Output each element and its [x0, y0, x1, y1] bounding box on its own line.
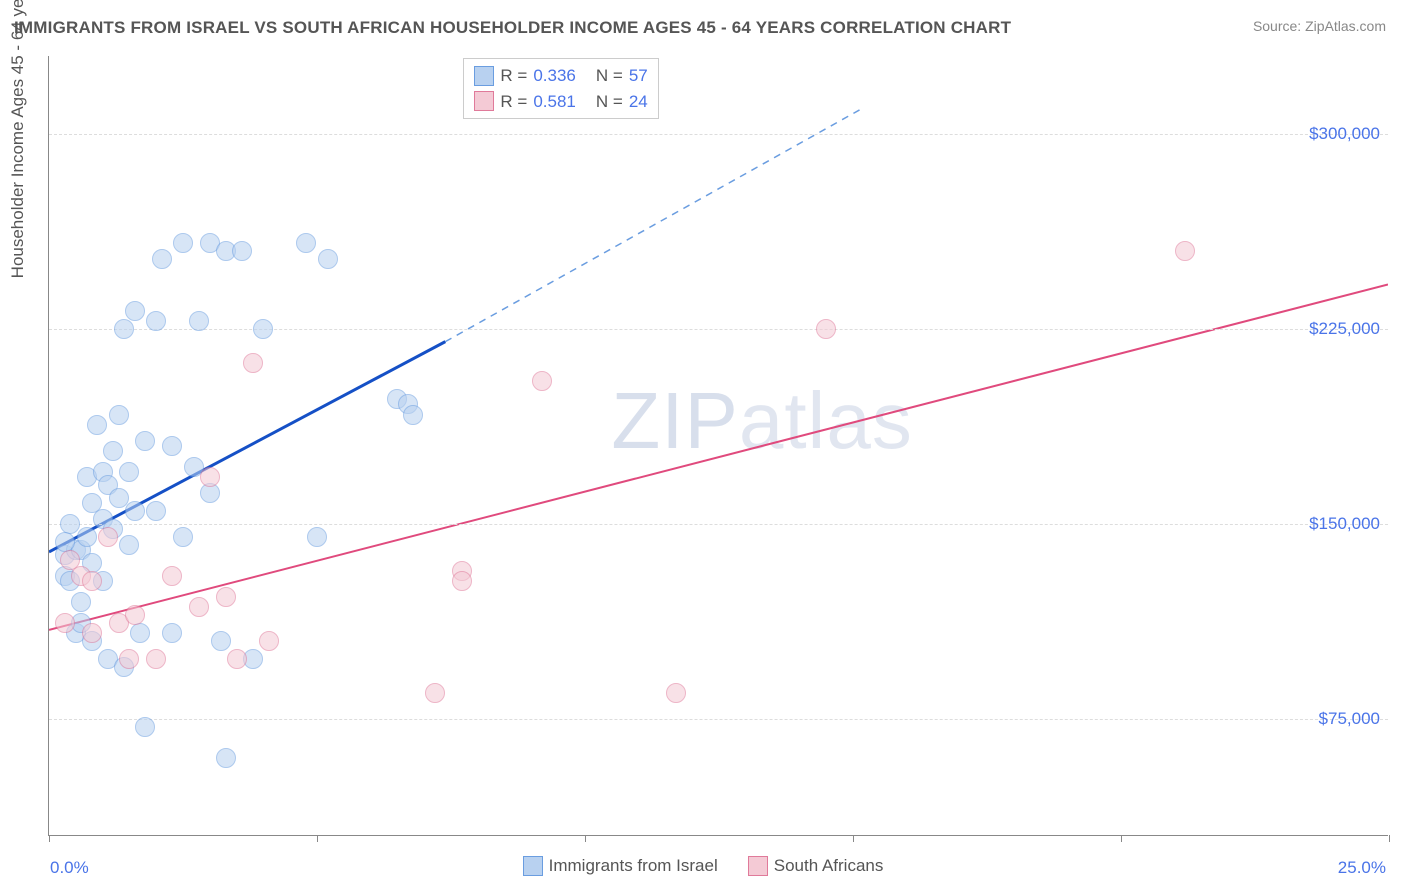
marker-series2: [532, 371, 552, 391]
r-value-2: 0.581: [533, 89, 576, 115]
r-label-2: R =: [500, 89, 527, 115]
n-label-1: N =: [596, 63, 623, 89]
marker-series2: [452, 571, 472, 591]
legend-item-series2: South Africans: [748, 856, 884, 876]
marker-series1: [135, 717, 155, 737]
marker-series1: [109, 405, 129, 425]
marker-series2: [82, 623, 102, 643]
marker-series1: [125, 301, 145, 321]
watermark-zip: ZIP: [611, 376, 738, 465]
x-tick: [853, 835, 854, 842]
marker-series2: [55, 613, 75, 633]
marker-series1: [87, 415, 107, 435]
marker-series1: [318, 249, 338, 269]
marker-series2: [200, 467, 220, 487]
marker-series2: [259, 631, 279, 651]
marker-series1: [103, 441, 123, 461]
bottom-legend: Immigrants from Israel South Africans: [0, 856, 1406, 876]
marker-series2: [227, 649, 247, 669]
legend-label-series2: South Africans: [774, 856, 884, 876]
source-value: ZipAtlas.com: [1305, 18, 1386, 34]
marker-series2: [125, 605, 145, 625]
legend-label-series1: Immigrants from Israel: [549, 856, 718, 876]
x-tick: [49, 835, 50, 842]
x-tick: [1389, 835, 1390, 842]
y-tick-label: $225,000: [1309, 319, 1380, 339]
gridline: [49, 134, 1388, 135]
legend-swatch-series1: [523, 856, 543, 876]
marker-series2: [82, 571, 102, 591]
corr-swatch-series1: [474, 66, 494, 86]
r-label-1: R =: [500, 63, 527, 89]
marker-series1: [162, 623, 182, 643]
y-axis-title: Householder Income Ages 45 - 64 years: [8, 0, 28, 278]
legend-item-series1: Immigrants from Israel: [523, 856, 718, 876]
watermark-atlas: atlas: [739, 376, 913, 465]
marker-series2: [146, 649, 166, 669]
plot-area: ZIPatlas $75,000 $150,000 $225,000 $300,000: [48, 56, 1388, 836]
marker-series1: [119, 535, 139, 555]
corr-swatch-series2: [474, 91, 494, 111]
marker-series1: [55, 532, 75, 552]
y-tick-label: $150,000: [1309, 514, 1380, 534]
marker-series2: [666, 683, 686, 703]
marker-series2: [119, 649, 139, 669]
r-value-1: 0.336: [533, 63, 576, 89]
correlation-legend: R = 0.336 N = 57 R = 0.581 N = 24: [463, 58, 658, 119]
marker-series2: [816, 319, 836, 339]
x-tick: [1121, 835, 1122, 842]
marker-series1: [152, 249, 172, 269]
marker-series1: [253, 319, 273, 339]
marker-series1: [296, 233, 316, 253]
x-tick: [317, 835, 318, 842]
marker-series2: [189, 597, 209, 617]
marker-series1: [162, 436, 182, 456]
marker-series1: [173, 527, 193, 547]
corr-row-series1: R = 0.336 N = 57: [474, 63, 647, 89]
n-label-2: N =: [596, 89, 623, 115]
marker-series1: [189, 311, 209, 331]
corr-row-series2: R = 0.581 N = 24: [474, 89, 647, 115]
marker-series1: [146, 311, 166, 331]
gridline: [49, 524, 1388, 525]
marker-series1: [77, 527, 97, 547]
y-tick-label: $75,000: [1319, 709, 1380, 729]
marker-series1: [403, 405, 423, 425]
marker-series1: [211, 631, 231, 651]
watermark: ZIPatlas: [611, 375, 912, 467]
marker-series1: [125, 501, 145, 521]
marker-series2: [243, 353, 263, 373]
marker-series2: [162, 566, 182, 586]
marker-series1: [119, 462, 139, 482]
legend-swatch-series2: [748, 856, 768, 876]
chart-title: IMMIGRANTS FROM ISRAEL VS SOUTH AFRICAN …: [14, 18, 1011, 38]
marker-series1: [135, 431, 155, 451]
marker-series2: [425, 683, 445, 703]
x-tick: [585, 835, 586, 842]
marker-series1: [71, 592, 91, 612]
marker-series1: [173, 233, 193, 253]
marker-series1: [146, 501, 166, 521]
marker-series1: [307, 527, 327, 547]
gridline: [49, 329, 1388, 330]
marker-series1: [114, 319, 134, 339]
source-attribution: Source: ZipAtlas.com: [1253, 18, 1386, 34]
marker-series1: [232, 241, 252, 261]
marker-series2: [98, 527, 118, 547]
n-value-1: 57: [629, 63, 648, 89]
marker-series1: [216, 748, 236, 768]
marker-series2: [216, 587, 236, 607]
source-label: Source:: [1253, 18, 1301, 34]
marker-series1: [130, 623, 150, 643]
marker-series2: [1175, 241, 1195, 261]
y-tick-label: $300,000: [1309, 124, 1380, 144]
n-value-2: 24: [629, 89, 648, 115]
gridline: [49, 719, 1388, 720]
